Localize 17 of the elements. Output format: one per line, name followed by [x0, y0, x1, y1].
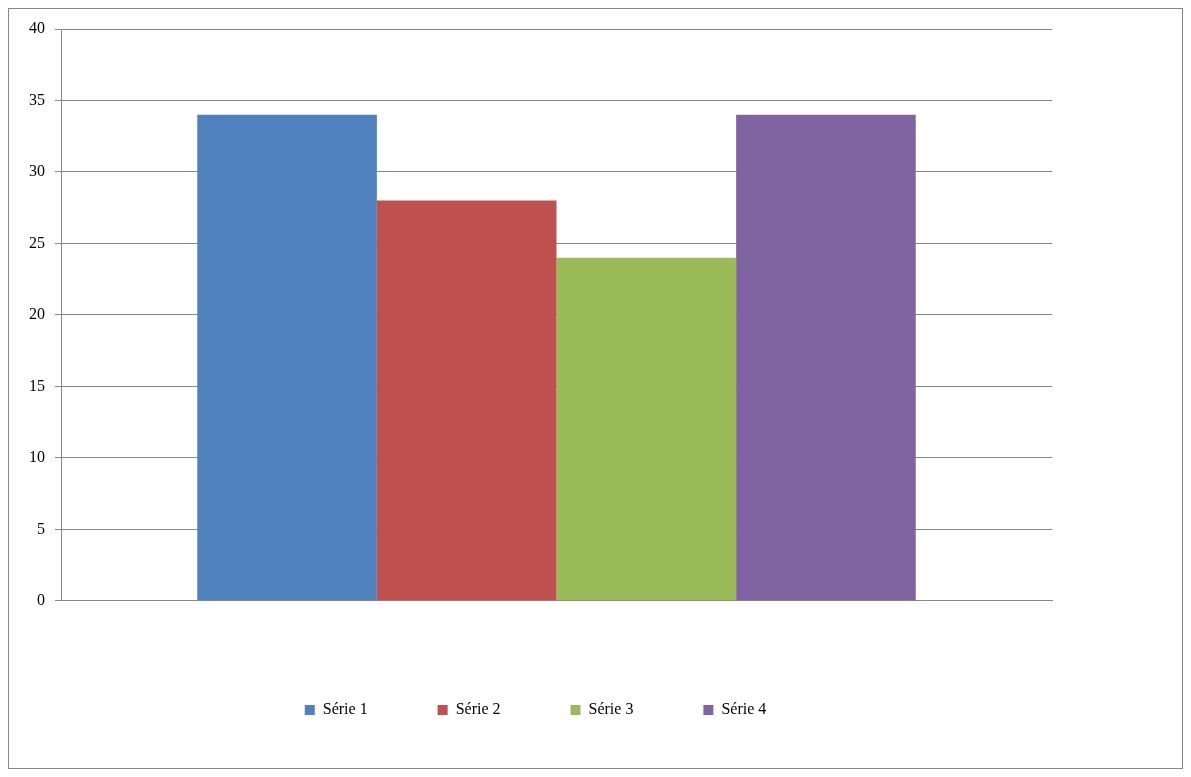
y-tick-label: 10 — [29, 448, 45, 466]
legend-label: Série 4 — [721, 700, 767, 718]
legend-label: Série 2 — [455, 700, 501, 718]
bar — [376, 200, 557, 601]
legend-label: Série 3 — [588, 700, 634, 718]
y-tick-label: 35 — [29, 90, 45, 108]
y-tick-label: 5 — [37, 519, 45, 537]
y-tick-label: 30 — [29, 162, 45, 180]
bar — [556, 257, 737, 601]
y-tick-label: 25 — [29, 233, 45, 251]
y-tick-label: 40 — [29, 19, 45, 37]
y-tick-label: 15 — [29, 376, 45, 394]
y-tick-label: 20 — [29, 305, 45, 323]
y-tick-label: 0 — [37, 591, 45, 608]
bar — [736, 114, 916, 601]
bar — [197, 114, 377, 601]
legend-label: Série 1 — [322, 700, 368, 718]
